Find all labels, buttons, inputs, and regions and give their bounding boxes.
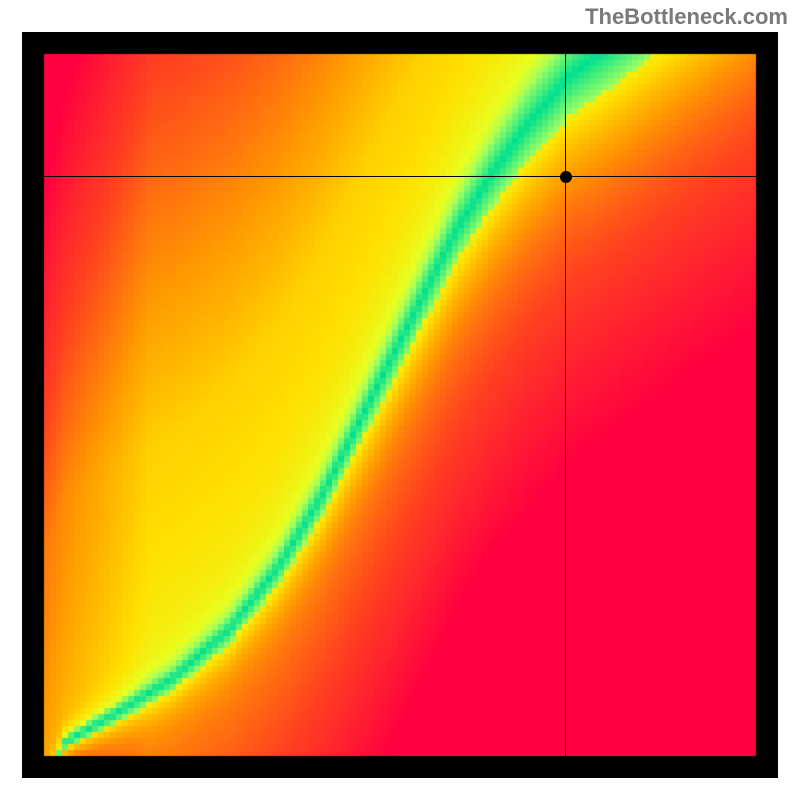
heatmap-plot [22,32,778,778]
vertical-crosshair [565,54,566,756]
chart-container: TheBottleneck.com [0,0,800,800]
heatmap-canvas [22,32,778,778]
horizontal-crosshair [44,176,756,177]
watermark-text: TheBottleneck.com [585,4,788,30]
marker-dot [560,171,572,183]
